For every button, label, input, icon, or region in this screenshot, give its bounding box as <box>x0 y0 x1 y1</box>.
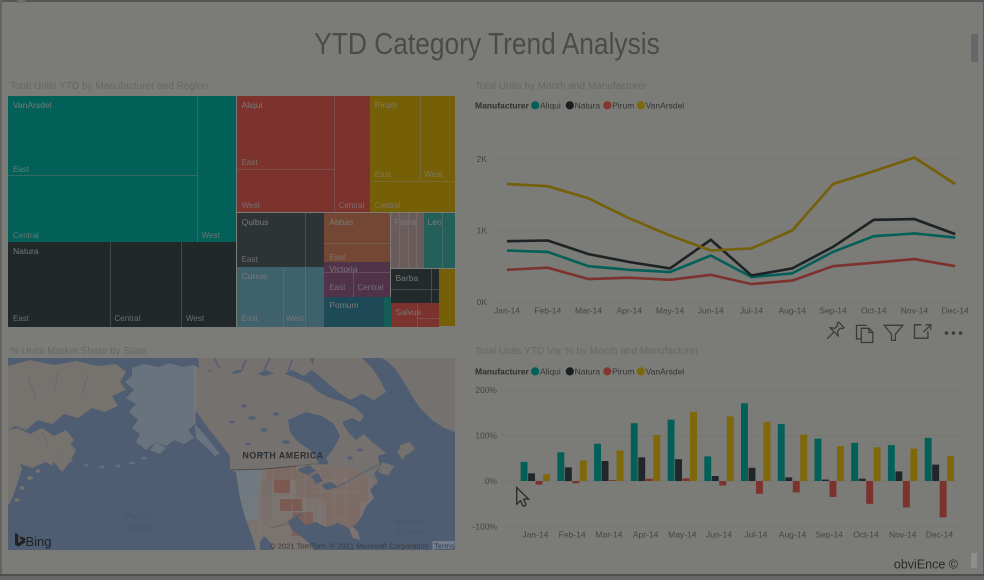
svg-text:Feb-14: Feb-14 <box>534 306 561 316</box>
svg-text:Jan-14: Jan-14 <box>494 306 520 316</box>
svg-text:Ocean: Ocean <box>125 523 153 534</box>
svg-text:-100%: -100% <box>472 522 497 532</box>
svg-text:Pacific: Pacific <box>125 512 153 523</box>
svg-text:Apr-14: Apr-14 <box>616 306 642 316</box>
svg-text:Dec-14: Dec-14 <box>941 306 969 316</box>
svg-text:Bing: Bing <box>26 534 52 549</box>
svg-text:Terms: Terms <box>434 542 455 551</box>
svg-text:Pirum: Pirum <box>612 101 634 111</box>
svg-text:Ocean: Ocean <box>396 527 424 538</box>
svg-text:Dec-14: Dec-14 <box>926 530 954 540</box>
svg-text:© 2021 TomTom, © 2021 Microsof: © 2021 TomTom, © 2021 Microsoft Corporat… <box>270 542 429 551</box>
svg-text:Atlantic: Atlantic <box>394 518 425 529</box>
svg-text:Aug-14: Aug-14 <box>779 530 807 540</box>
svg-text:VanArsdel: VanArsdel <box>646 367 685 377</box>
svg-text:Natura: Natura <box>575 367 601 377</box>
svg-text:Pirum: Pirum <box>612 367 634 377</box>
svg-text:2K: 2K <box>477 154 488 164</box>
svg-text:1K: 1K <box>477 226 488 236</box>
svg-text:0K: 0K <box>477 297 488 307</box>
svg-text:Mar-14: Mar-14 <box>575 306 602 316</box>
svg-text:100%: 100% <box>475 431 497 441</box>
svg-text:Nov-14: Nov-14 <box>901 306 929 316</box>
svg-text:Mar-14: Mar-14 <box>595 530 622 540</box>
svg-text:Oct-14: Oct-14 <box>861 306 887 316</box>
svg-text:Jul-14: Jul-14 <box>744 530 767 540</box>
svg-text:Oct-14: Oct-14 <box>853 530 879 540</box>
svg-text:Manufacturer: Manufacturer <box>475 101 530 111</box>
svg-text:May-14: May-14 <box>668 530 697 540</box>
svg-text:Sep-14: Sep-14 <box>819 306 847 316</box>
svg-text:VanArsdel: VanArsdel <box>646 101 685 111</box>
svg-text:NORTH AMERICA: NORTH AMERICA <box>243 451 324 461</box>
svg-text:Jun-14: Jun-14 <box>706 530 732 540</box>
svg-text:Aliqui: Aliqui <box>540 101 561 111</box>
svg-text:May-14: May-14 <box>656 306 685 316</box>
svg-text:Aliqui: Aliqui <box>540 367 561 377</box>
svg-text:Aug-14: Aug-14 <box>778 306 806 316</box>
svg-text:0%: 0% <box>485 476 498 486</box>
svg-text:Sep-14: Sep-14 <box>815 530 843 540</box>
svg-text:Feb-14: Feb-14 <box>559 530 586 540</box>
svg-text:Jul-14: Jul-14 <box>740 306 763 316</box>
svg-text:Manufacturer: Manufacturer <box>475 367 530 377</box>
svg-text:Jan-14: Jan-14 <box>522 530 548 540</box>
svg-text:Natura: Natura <box>575 101 601 111</box>
svg-text:200%: 200% <box>475 385 497 395</box>
svg-text:Apr-14: Apr-14 <box>633 530 659 540</box>
svg-text:obviEnce ©: obviEnce © <box>894 558 959 572</box>
svg-text:Jun-14: Jun-14 <box>698 306 724 316</box>
svg-text:Nov-14: Nov-14 <box>889 530 917 540</box>
